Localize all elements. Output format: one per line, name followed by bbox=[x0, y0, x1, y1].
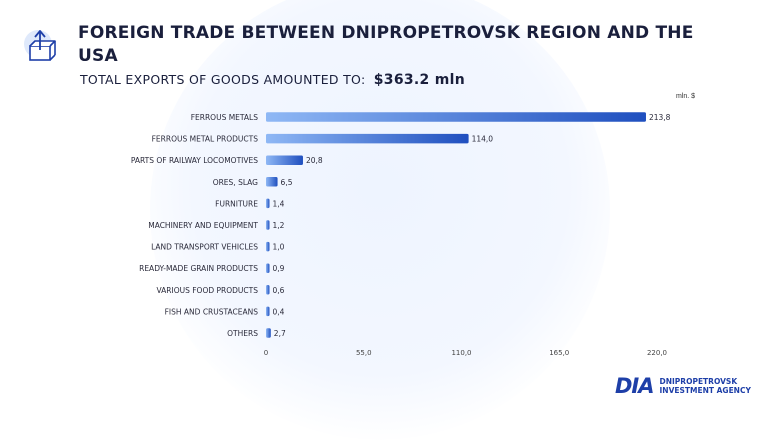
category-label: FISH AND CRUSTACEANS bbox=[165, 307, 259, 316]
x-tick-label: 55,0 bbox=[356, 349, 372, 357]
data-label: 1,4 bbox=[273, 199, 285, 208]
bar bbox=[266, 328, 271, 338]
x-tick-label: 220,0 bbox=[647, 349, 667, 357]
data-label: 1,0 bbox=[273, 243, 285, 252]
bar bbox=[266, 112, 646, 122]
data-label: 1,2 bbox=[273, 221, 285, 230]
data-label: 2,7 bbox=[274, 329, 286, 338]
category-label: VARIOUS FOOD PRODUCTS bbox=[156, 286, 258, 295]
category-label: ORES, SLAG bbox=[213, 178, 258, 187]
data-label: 0,6 bbox=[273, 286, 285, 295]
export-box-icon bbox=[24, 30, 56, 61]
unit-label: mln. $ bbox=[676, 93, 696, 100]
category-label: MACHINERY AND EQUIPMENT bbox=[148, 221, 258, 230]
x-tick-label: 110,0 bbox=[451, 349, 471, 357]
data-label: 0,9 bbox=[273, 264, 285, 273]
header: FOREIGN TRADE BETWEEN DNIPROPETROVSK REG… bbox=[22, 22, 698, 68]
page-title: FOREIGN TRADE BETWEEN DNIPROPETROVSK REG… bbox=[78, 23, 694, 66]
bar bbox=[266, 306, 270, 317]
data-label: 114,0 bbox=[472, 135, 494, 144]
category-label: FURNITURE bbox=[215, 199, 258, 208]
brand-line-2: INVESTMENT AGENCY bbox=[659, 386, 751, 395]
subtitle: TOTAL EXPORTS OF GOODS AMOUNTED TO: $363… bbox=[80, 72, 465, 88]
brand-name: DNIPROPETROVSK INVESTMENT AGENCY bbox=[660, 377, 751, 395]
category-label: OTHERS bbox=[227, 329, 258, 338]
bar bbox=[266, 198, 270, 209]
data-label: 20,8 bbox=[306, 156, 323, 165]
subtitle-prefix: TOTAL EXPORTS OF GOODS AMOUNTED TO: bbox=[80, 72, 366, 87]
total-exports-value: $363.2 mln bbox=[373, 72, 466, 88]
bar bbox=[266, 263, 270, 273]
data-label: 0,4 bbox=[273, 307, 285, 316]
data-label: 6,5 bbox=[281, 178, 293, 187]
category-label: FERROUS METAL PRODUCTS bbox=[152, 135, 259, 144]
brand-line-1: DNIPROPETROVSK bbox=[659, 377, 738, 386]
bar bbox=[266, 220, 270, 230]
bar bbox=[266, 177, 278, 187]
bar bbox=[266, 241, 270, 252]
category-label: FERROUS METALS bbox=[191, 113, 259, 122]
bar bbox=[266, 285, 270, 295]
bar bbox=[266, 155, 303, 165]
brand-logo: DIA DNIPROPETROVSK INVESTMENT AGENCY bbox=[615, 374, 751, 398]
x-tick-label: 0 bbox=[264, 349, 268, 357]
x-tick-label: 165,0 bbox=[549, 349, 569, 357]
category-label: READY-MADE GRAIN PRODUCTS bbox=[139, 264, 258, 273]
category-label: PARTS OF RAILWAY LOCOMOTIVES bbox=[131, 156, 258, 165]
data-label: 213,8 bbox=[649, 113, 671, 122]
background-circle bbox=[150, 0, 610, 440]
bar bbox=[266, 133, 469, 144]
brand-mark: DIA bbox=[615, 374, 654, 398]
category-label: LAND TRANSPORT VEHICLES bbox=[151, 243, 258, 252]
